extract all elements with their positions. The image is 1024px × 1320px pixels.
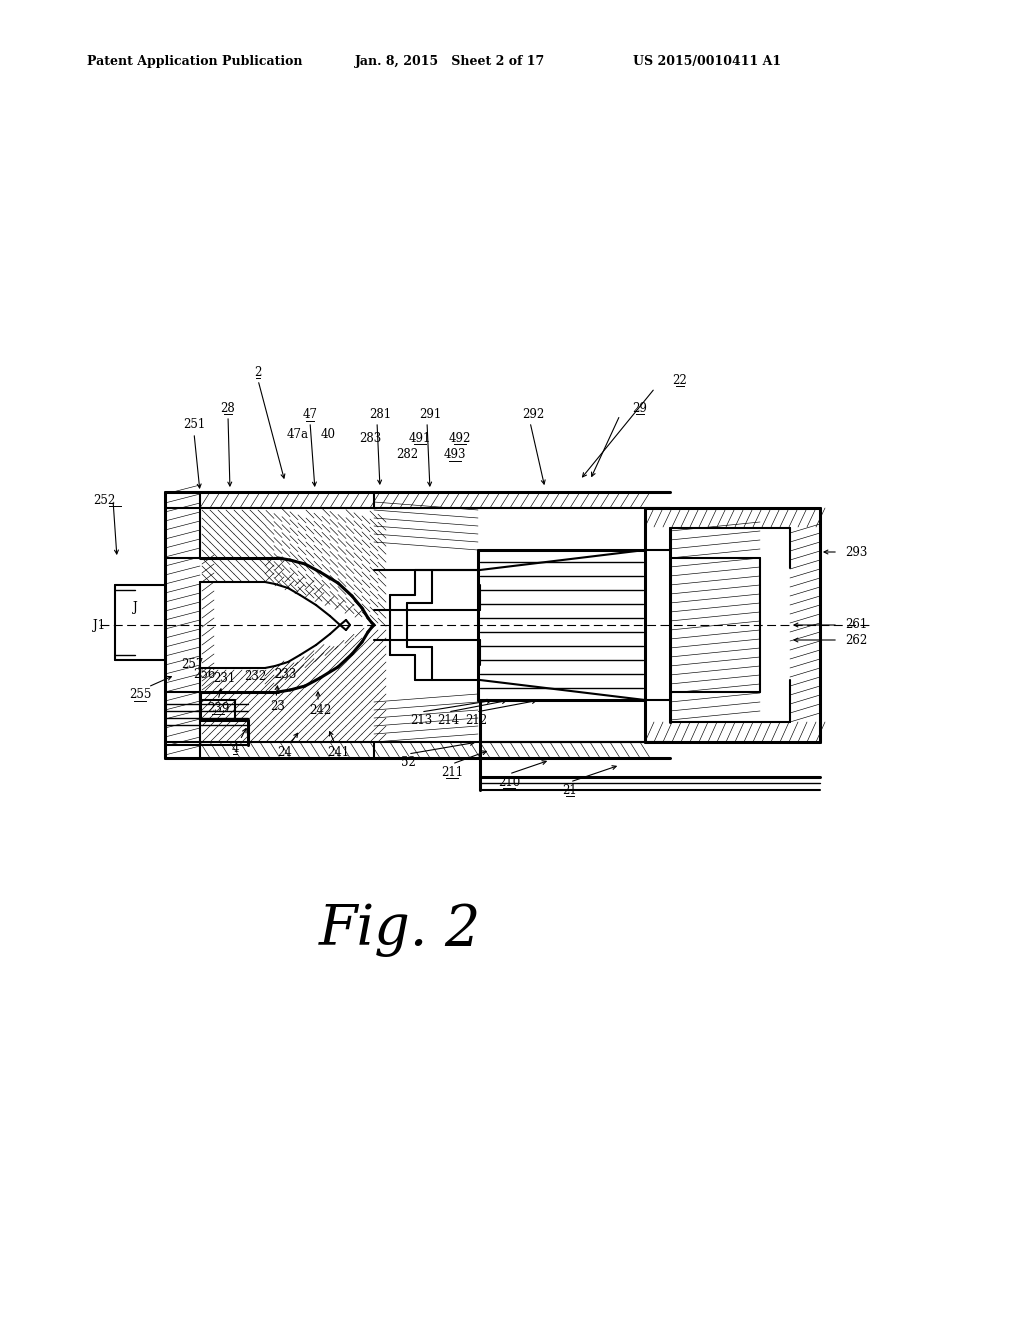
Text: Fig. 2: Fig. 2 bbox=[318, 903, 481, 957]
Text: 210: 210 bbox=[498, 776, 520, 788]
Text: 283: 283 bbox=[358, 432, 381, 445]
Text: 231: 231 bbox=[213, 672, 236, 685]
Text: 4: 4 bbox=[231, 742, 239, 755]
Text: 233: 233 bbox=[273, 668, 296, 681]
Text: 241: 241 bbox=[327, 746, 349, 759]
Text: 281: 281 bbox=[369, 408, 391, 421]
Text: Jan. 8, 2015   Sheet 2 of 17: Jan. 8, 2015 Sheet 2 of 17 bbox=[355, 55, 545, 69]
Text: 232: 232 bbox=[244, 671, 266, 684]
Text: 2: 2 bbox=[254, 366, 262, 379]
Text: 22: 22 bbox=[673, 374, 687, 387]
Text: 291: 291 bbox=[419, 408, 441, 421]
Text: 257: 257 bbox=[181, 659, 203, 672]
Text: 23: 23 bbox=[270, 700, 286, 713]
Text: 211: 211 bbox=[441, 766, 463, 779]
Text: 28: 28 bbox=[220, 401, 236, 414]
Text: J: J bbox=[133, 601, 137, 614]
Text: 252: 252 bbox=[93, 494, 115, 507]
Text: 242: 242 bbox=[309, 704, 331, 717]
Text: 212: 212 bbox=[465, 714, 487, 726]
Text: J1: J1 bbox=[93, 619, 105, 631]
Text: 239: 239 bbox=[207, 701, 229, 714]
Text: 256: 256 bbox=[193, 668, 215, 681]
Text: 491: 491 bbox=[409, 432, 431, 445]
Text: 293: 293 bbox=[845, 545, 867, 558]
Text: US 2015/0010411 A1: US 2015/0010411 A1 bbox=[633, 55, 781, 69]
Text: 255: 255 bbox=[129, 689, 152, 701]
Text: 52: 52 bbox=[400, 755, 416, 768]
Text: Patent Application Publication: Patent Application Publication bbox=[87, 55, 302, 69]
Text: 493: 493 bbox=[443, 449, 466, 462]
Text: 40: 40 bbox=[321, 429, 336, 441]
Text: 214: 214 bbox=[437, 714, 459, 726]
Text: 24: 24 bbox=[278, 746, 293, 759]
Text: 213: 213 bbox=[410, 714, 432, 726]
Text: 47a: 47a bbox=[287, 429, 309, 441]
Text: 292: 292 bbox=[522, 408, 544, 421]
Text: 47: 47 bbox=[302, 408, 317, 421]
Text: 282: 282 bbox=[396, 449, 418, 462]
Text: 261: 261 bbox=[845, 619, 867, 631]
Text: 492: 492 bbox=[449, 432, 471, 445]
Text: 29: 29 bbox=[633, 401, 647, 414]
Text: 251: 251 bbox=[183, 418, 205, 432]
Text: 262: 262 bbox=[845, 634, 867, 647]
Text: 21: 21 bbox=[562, 784, 578, 796]
